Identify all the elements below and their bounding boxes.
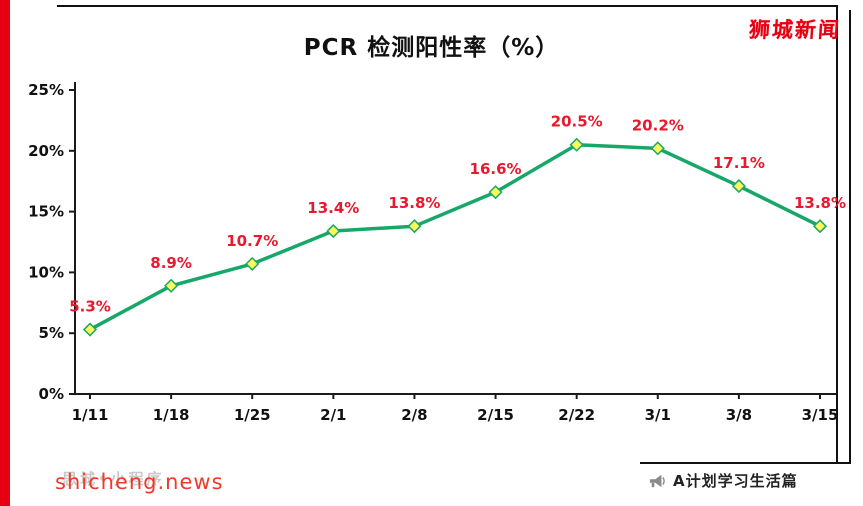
- svg-text:3/15: 3/15: [802, 406, 839, 424]
- svg-text:20.5%: 20.5%: [551, 113, 603, 131]
- svg-text:8.9%: 8.9%: [150, 254, 192, 272]
- svg-text:13.4%: 13.4%: [307, 199, 359, 217]
- frame-right-inner-line: [836, 5, 838, 463]
- svg-text:2/8: 2/8: [401, 406, 427, 424]
- frame-right-outer-line: [849, 10, 851, 462]
- svg-text:5.3%: 5.3%: [69, 298, 111, 316]
- svg-text:13.8%: 13.8%: [388, 194, 440, 212]
- frame-bottom-right-line: [640, 462, 851, 464]
- svg-text:10%: 10%: [28, 263, 64, 281]
- left-red-stripe: [0, 0, 10, 506]
- svg-text:17.1%: 17.1%: [713, 154, 765, 172]
- frame-top-line: [57, 5, 836, 7]
- svg-text:10.7%: 10.7%: [226, 232, 278, 250]
- svg-text:13.8%: 13.8%: [794, 194, 846, 212]
- svg-text:2/15: 2/15: [477, 406, 514, 424]
- chart-title: PCR 检测阳性率（%）: [303, 35, 560, 61]
- channel-badge: A计划学习生活篇: [648, 470, 798, 491]
- svg-text:0%: 0%: [39, 385, 64, 403]
- svg-text:3/1: 3/1: [645, 406, 671, 424]
- svg-text:25%: 25%: [28, 81, 64, 99]
- svg-text:1/25: 1/25: [234, 406, 271, 424]
- svg-text:5%: 5%: [39, 324, 64, 342]
- watermark-site: shicheng.news: [55, 470, 224, 494]
- svg-text:1/11: 1/11: [72, 406, 109, 424]
- svg-text:20.2%: 20.2%: [632, 116, 684, 134]
- svg-text:2/22: 2/22: [558, 406, 595, 424]
- svg-text:1/18: 1/18: [153, 406, 190, 424]
- megaphone-icon: [649, 474, 665, 487]
- svg-text:3/8: 3/8: [726, 406, 752, 424]
- watermark-faint: 思城•小程序: [62, 470, 165, 488]
- channel-name: A计划学习生活篇: [673, 472, 798, 490]
- svg-text:20%: 20%: [28, 142, 64, 160]
- svg-text:16.6%: 16.6%: [470, 160, 522, 178]
- svg-text:2/1: 2/1: [320, 406, 346, 424]
- svg-text:15%: 15%: [28, 203, 64, 221]
